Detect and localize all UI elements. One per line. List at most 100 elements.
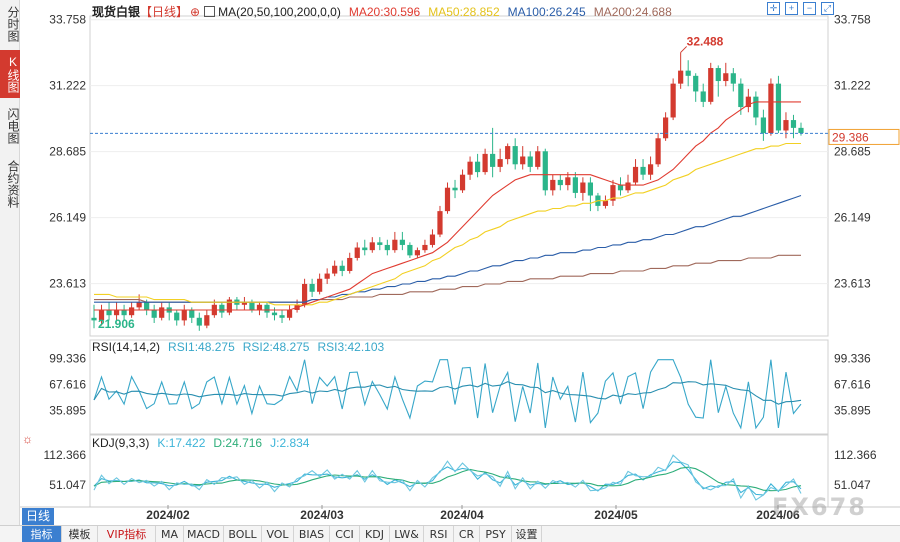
rsi-title: RSI(14,14,2) [92,340,161,354]
indicator-tab[interactable]: CCI [330,526,360,542]
candle-body [738,83,744,108]
indicator-tab[interactable]: BIAS [294,526,330,542]
kdj-j-value: J:2.834 [270,436,310,450]
candle-body [144,302,150,310]
candle-body [647,164,654,175]
candle-body [384,244,390,251]
candle-body [565,177,571,186]
side-tab-flash[interactable]: 闪电图 [6,108,20,144]
x-tick: 2024/04 [440,508,484,522]
crosshair-icon[interactable]: ✛ [767,2,780,15]
last-price-text: 29.386 [832,130,869,144]
zoom-in-icon[interactable]: + [785,2,798,15]
indicator-tab[interactable]: LW& [390,526,424,542]
period-button[interactable]: 日线 [22,508,55,525]
zoom-out-icon[interactable]: − [803,2,816,15]
candle-body [527,156,533,167]
candle-body [775,83,782,131]
candle-body [279,315,285,318]
indicator-tab[interactable]: BOLL [224,526,262,542]
candle-body [271,312,278,316]
watermark: FX678 [772,493,867,521]
y-tick-left: 28.685 [49,145,86,159]
side-tab-kline[interactable]: K线图 [0,50,20,98]
candle-body [745,96,751,108]
indicator-tab[interactable]: MA [156,526,184,542]
candle-body [753,96,759,118]
high-leader [680,46,688,53]
candle-body [91,317,97,321]
candle-body [407,244,413,256]
candle-body [467,161,473,175]
rsi-tick-right: 67.616 [834,378,871,392]
instrument-name: 现货白银 [92,5,141,19]
candle-body [219,304,225,313]
candle-body [708,68,714,102]
period-label: 【日线】 [140,5,189,19]
indicator-tab[interactable]: KDJ [360,526,390,542]
candle-body [790,120,797,128]
candle-body [655,138,661,165]
indicator-tab[interactable]: CR [454,526,480,542]
candle-body [715,68,721,82]
indicator-tab[interactable]: VOL [262,526,294,542]
indicator-tab[interactable]: VIP指标 [98,526,156,542]
side-tab-timeshare[interactable]: 分时图 [6,6,20,42]
candle-body [550,179,556,191]
candle-body [685,70,691,76]
kdj-d-value: D:24.716 [213,436,263,450]
ma200-line [94,254,801,303]
candle-body [490,153,496,167]
candle-body [505,146,511,160]
candle-body [512,146,518,165]
candle-body [98,309,105,321]
candle-body [572,177,578,193]
candle-body [482,153,488,173]
y-tick-right: 23.613 [834,277,871,291]
pane-frame-1 [89,339,829,435]
candle-body [678,70,684,84]
kdj-tick-left: 51.047 [49,478,86,492]
sun-icon[interactable]: ☼ [22,432,33,446]
candle-body [113,309,120,316]
candle-body [332,265,338,274]
rsi1-line [93,359,802,430]
candle-body [226,299,232,313]
kdj-legend: KDJ(9,3,3) K:17.422 D:24.716 J:2.834 [92,436,317,450]
indicator-tab[interactable]: PSY [480,526,512,542]
candle-body [362,247,368,251]
candle-body [723,73,729,82]
candle-body [399,239,405,245]
kdj-k-value: K:17.422 [157,436,206,450]
ma20-line [94,101,801,311]
candle-body [602,200,609,206]
candle-body [444,187,451,212]
kline-chart[interactable]: 29.386 32.488 21.906 33.758 33.758 31.222 31.… [0,0,900,525]
side-tab-contract-info[interactable]: 合约资料 [6,160,20,208]
fullscreen-icon[interactable]: ⤢ [821,2,834,15]
candle-body [106,309,112,316]
candle-body [610,185,616,201]
candle-body [309,283,315,292]
candle-body [760,117,766,134]
kdj-tick-left: 112.366 [44,448,87,462]
indicator-tab[interactable]: MACD [184,526,224,542]
ma50-line [94,142,801,306]
low-label: 21.906 [98,317,135,331]
kdj-title: KDJ(9,3,3) [92,436,150,450]
indicator-tab[interactable]: 指标 [22,526,62,542]
rsi-tick-left: 67.616 [49,378,86,392]
add-icon[interactable]: ⊕ [190,5,201,19]
candle-body [392,239,398,251]
ma-settings-icon[interactable] [204,6,216,17]
indicator-tab[interactable]: 设置 [512,526,542,542]
candle-body [535,151,541,167]
candle-body [730,73,736,84]
indicator-tab[interactable]: RSI [424,526,454,542]
high-label: 32.488 [687,34,724,48]
kdj-tick-right: 51.047 [834,478,871,492]
candle-body [670,83,676,118]
candle-body [196,317,202,326]
candle-body [700,91,706,102]
indicator-tab[interactable]: 模板 [62,526,98,542]
